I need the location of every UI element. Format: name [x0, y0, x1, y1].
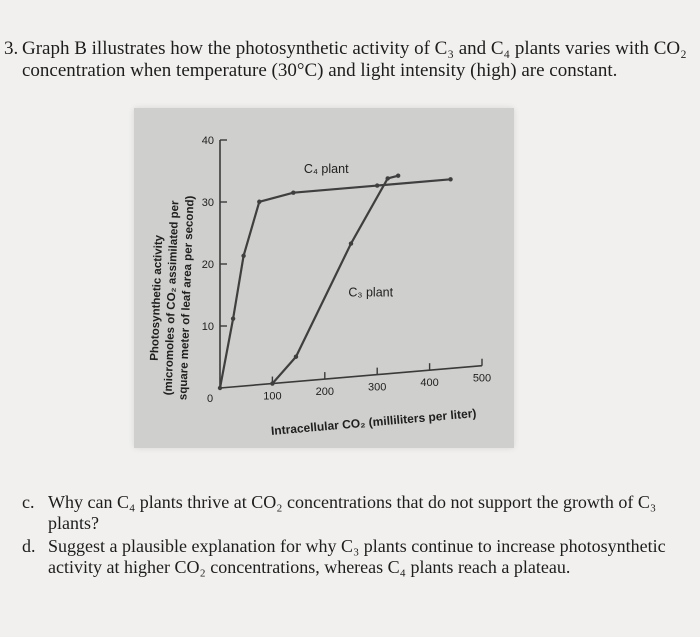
x-axis-label: Intracellular CO₂ (milliliters per liter…	[270, 406, 476, 438]
photosynthesis-chart: Photosynthetic activity(micromoles of CO…	[149, 135, 491, 438]
question-text-line2: concentration when temperature (30°C) an…	[22, 60, 618, 81]
sub-question-text: Suggest a plausible explanation for why …	[48, 536, 666, 577]
data-point	[230, 316, 236, 321]
x-tick-label: 300	[368, 382, 386, 394]
x-tick-label: 200	[316, 386, 334, 398]
data-point	[291, 190, 296, 195]
series-lines	[217, 173, 453, 391]
y-tick-label: 10	[202, 321, 214, 333]
data-point	[217, 385, 223, 391]
series-line	[271, 174, 399, 385]
data-point	[270, 381, 275, 386]
data-point	[448, 177, 453, 182]
data-point	[293, 354, 299, 359]
y-axis-label-line: Photosynthetic activity	[149, 234, 165, 361]
data-point	[257, 199, 262, 204]
data-point	[385, 176, 390, 181]
question-text-line1: Graph B illustrates how the photosynthet…	[22, 38, 687, 59]
y-axis-label: Photosynthetic activity(micromoles of CO…	[149, 195, 197, 400]
origin-label: 0	[207, 393, 213, 405]
x-tick-label: 500	[473, 373, 491, 385]
y-tick-label: 30	[202, 197, 214, 209]
graph-b-figure: Photosynthetic activity (micromoles of CO…	[134, 108, 514, 448]
series-labels: C₄ plant C₃ plant	[304, 162, 394, 299]
series-label: C₄ plant	[304, 162, 349, 176]
y-tick-label: 20	[202, 259, 214, 271]
data-point	[241, 253, 246, 258]
sub-question-text: Why can C₄ plants thrive at CO₂ concentr…	[48, 492, 657, 533]
sub-question-letter: d.	[22, 536, 36, 556]
series-label: C₃ plant	[348, 285, 393, 299]
x-axis-line	[219, 364, 483, 389]
sub-question-letter: c.	[22, 492, 35, 512]
data-point	[395, 173, 401, 178]
data-point	[375, 183, 380, 188]
series-line	[218, 178, 451, 389]
question-number: 3.	[4, 38, 19, 59]
axes	[219, 139, 483, 389]
y-tick-label: 40	[202, 135, 214, 147]
x-tick-label: 100	[263, 391, 281, 403]
x-tick-label: 400	[420, 377, 438, 389]
data-point	[348, 241, 354, 246]
